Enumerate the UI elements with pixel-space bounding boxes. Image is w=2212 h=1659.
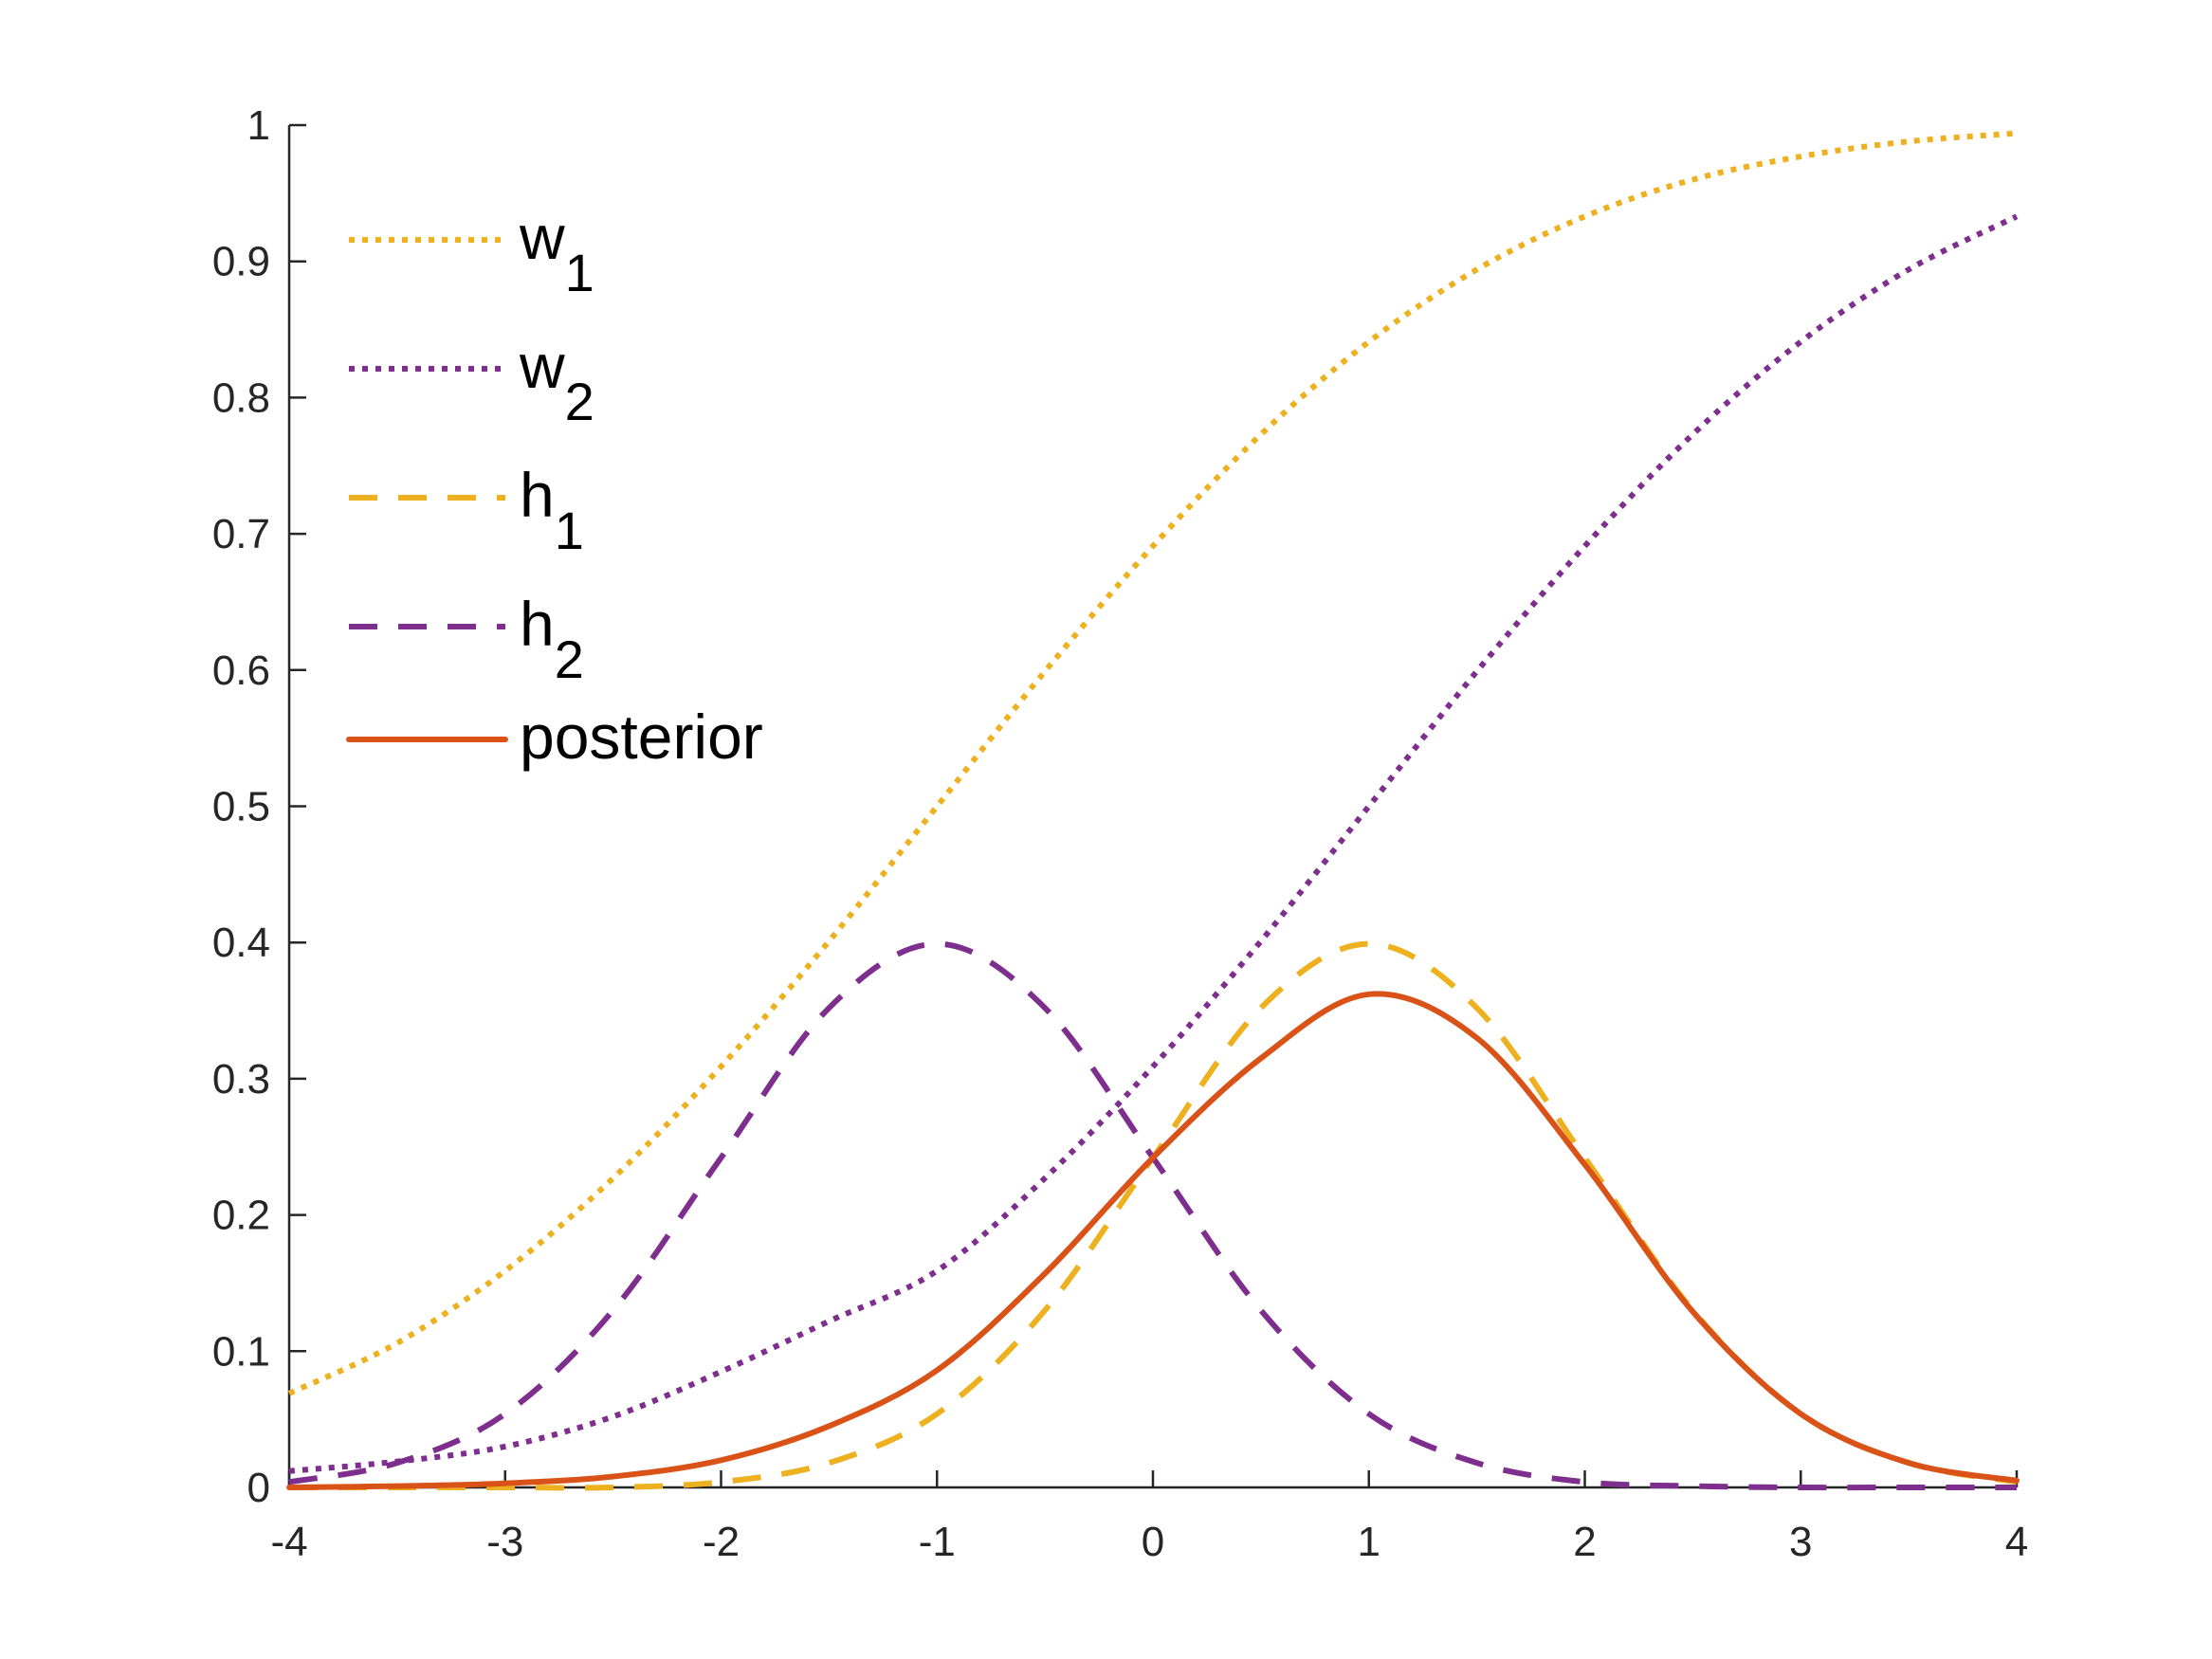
x-tick-label: 2 [1573, 1519, 1596, 1565]
series-w1-line [287, 130, 2018, 1396]
legend-label-main: w [519, 202, 565, 272]
legend-label-subscript: 2 [555, 629, 584, 689]
x-tick-label: -4 [270, 1519, 307, 1565]
y-tick-label: 0.3 [212, 1056, 270, 1103]
series-layer [286, 130, 2020, 1491]
x-axis-ticks: -4 -3 -2 -1 0 1 2 3 4 [270, 1470, 2028, 1565]
y-tick-label: 0 [247, 1465, 270, 1511]
x-tick-label: 3 [1789, 1519, 1812, 1565]
legend-entry-h1: h1 [349, 460, 584, 560]
y-tick-label: 0.8 [212, 374, 270, 421]
legend-label: h2 [520, 589, 584, 689]
x-tick-label: 0 [1142, 1519, 1164, 1565]
legend-label-subscript: 2 [565, 372, 594, 431]
legend-label: posterior [520, 702, 763, 772]
legend-label: w1 [519, 202, 594, 302]
y-tick-label: 0.6 [212, 647, 270, 694]
y-tick-label: 0.1 [212, 1328, 270, 1375]
series-w2-line [288, 213, 2019, 1474]
x-tick-label: -3 [486, 1519, 523, 1565]
x-tick-label: 4 [2005, 1519, 2028, 1565]
y-tick-label: 0.4 [212, 920, 270, 966]
y-tick-label: 0.9 [212, 239, 270, 285]
y-tick-label: 0.7 [212, 511, 270, 557]
series-h2-line [288, 940, 2017, 1491]
y-tick-label: 0.5 [212, 784, 270, 830]
legend-label-subscript: 1 [565, 243, 594, 302]
legend-label-subscript: 1 [555, 501, 584, 560]
x-tick-label: -2 [703, 1519, 740, 1565]
x-tick-label: 1 [1358, 1519, 1380, 1565]
legend-entry-w1: w1 [349, 202, 594, 302]
legend-label-main: h [520, 460, 555, 530]
y-axis-ticks: 0 0.1 0.2 0.3 0.4 0.5 0.6 0.7 0.8 0.9 1 [212, 102, 306, 1511]
legend-entry-posterior: posterior [346, 702, 763, 772]
legend-entry-w2: w2 [349, 331, 594, 431]
legend-label: h1 [520, 460, 584, 560]
y-tick-label: 1 [247, 102, 270, 149]
series-posterior-line [286, 991, 2020, 1490]
legend-label-main: w [519, 331, 565, 401]
legend-label: w2 [519, 331, 594, 431]
x-tick-label: -1 [919, 1519, 956, 1565]
legend-label-main: h [520, 589, 555, 659]
y-tick-label: 0.2 [212, 1193, 270, 1239]
legend-label-main: posterior [520, 702, 763, 772]
legend-entry-h2: h2 [349, 589, 584, 689]
